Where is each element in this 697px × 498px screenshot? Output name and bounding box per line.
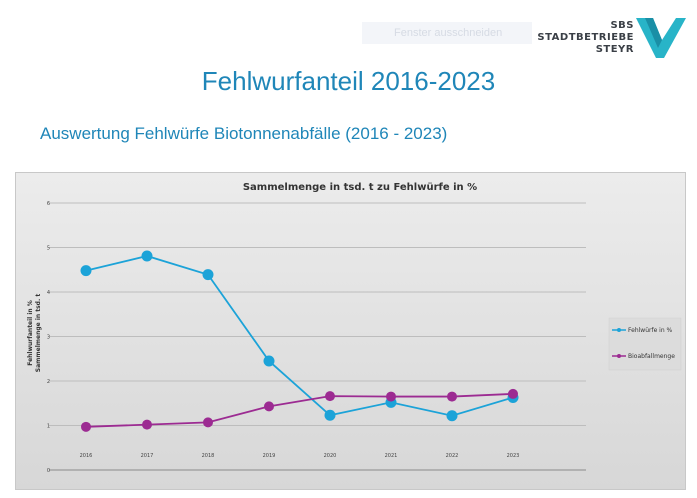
data-point	[447, 391, 457, 402]
y-axis-label: Sammelmenge in tsd. t	[35, 294, 42, 373]
x-tick-label: 2020	[324, 453, 337, 459]
data-point	[263, 355, 275, 367]
data-point	[324, 409, 336, 421]
logo-text-sbs: SBS	[610, 20, 634, 31]
x-tick-label: 2023	[507, 453, 520, 459]
series-line	[85, 393, 514, 428]
data-point	[508, 388, 518, 399]
data-point	[80, 265, 92, 277]
series-line	[85, 255, 514, 417]
logo-text-steyr: STEYR	[595, 44, 634, 55]
legend-label: Fehlwürfe in %	[628, 327, 673, 334]
logo-mark-icon	[636, 18, 686, 58]
legend-box	[608, 317, 682, 371]
y-tick-label: 2	[47, 379, 50, 385]
x-tick-label: 2017	[141, 453, 154, 459]
y-tick-label: 0	[47, 468, 50, 474]
y-axis-label: Fehlwurfanteil in %	[27, 300, 34, 366]
y-tick-label: 6	[47, 201, 50, 207]
x-tick-label: 2016	[80, 453, 93, 459]
page-title: Fehlwurfanteil 2016-2023	[201, 66, 496, 96]
x-tick-label: 2019	[263, 453, 276, 459]
legend-label: Bioabfallmenge	[628, 353, 675, 360]
y-tick-label: 4	[47, 290, 50, 296]
data-point	[142, 419, 152, 430]
data-point	[325, 391, 335, 402]
chart-area: Sammelmenge in tsd. t zu Fehlwürfe in % 0…	[15, 172, 686, 490]
data-point	[264, 401, 274, 412]
window-hint-text: Fenster ausschneiden	[362, 22, 532, 44]
x-tick-label: 2022	[446, 453, 459, 459]
data-point	[203, 417, 213, 428]
chart-title: Sammelmenge in tsd. t zu Fehlwürfe in %	[243, 182, 477, 193]
legend-marker	[617, 354, 621, 358]
x-tick-label: 2018	[202, 453, 215, 459]
data-point	[141, 250, 153, 262]
y-tick-label: 5	[47, 246, 50, 252]
data-point	[202, 269, 214, 281]
line-chart: Sammelmenge in tsd. t zu Fehlwürfe in % 0…	[27, 182, 682, 474]
y-tick-label: 1	[47, 424, 50, 430]
y-tick-label: 3	[47, 335, 50, 341]
data-point	[446, 410, 458, 422]
data-point	[81, 421, 91, 432]
x-tick-label: 2021	[385, 453, 398, 459]
page-subtitle: Auswertung Fehlwürfe Biotonnenabfälle (2…	[40, 124, 448, 143]
logo-text-stadtbetriebe: STADTBETRIEBE	[537, 32, 634, 43]
legend-marker	[617, 328, 621, 332]
company-logo: SBS STADTBETRIEBE STEYR	[536, 16, 686, 62]
data-point	[386, 391, 396, 402]
